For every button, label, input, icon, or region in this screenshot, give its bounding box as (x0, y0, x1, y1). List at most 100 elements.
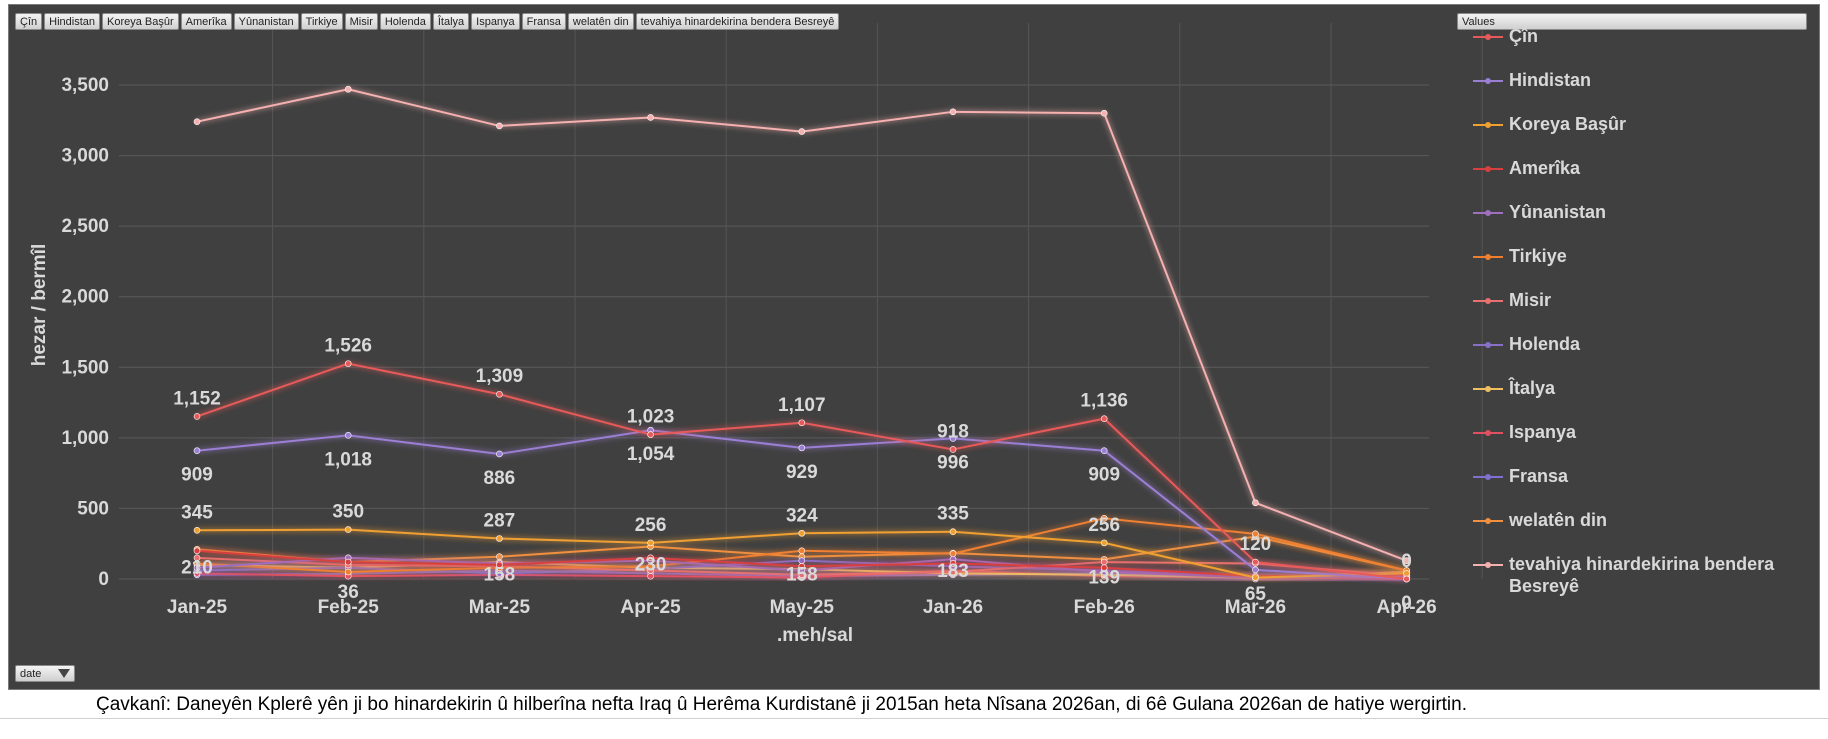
data-label: 230 (635, 555, 667, 576)
data-label: 0 (1401, 593, 1412, 614)
data-point (647, 554, 654, 562)
series-field-button[interactable]: tevahiya hinardekirina bendera Besreyê (635, 13, 840, 30)
values-field-button[interactable]: Values (1457, 13, 1807, 30)
legend-label: Tirkiye (1509, 246, 1567, 266)
y-axis-title: hezar / bermîl (29, 244, 50, 367)
data-point (798, 557, 806, 564)
data-label: 183 (937, 561, 969, 582)
data-label: 1,054 (627, 444, 675, 465)
legend-label: Ispanya (1509, 422, 1577, 442)
series-field-button[interactable]: Fransa (521, 13, 566, 30)
data-label: 36 (338, 582, 359, 603)
data-label: 210 (181, 557, 213, 578)
data-point (949, 560, 957, 567)
legend-label: Misir (1509, 290, 1552, 310)
y-tick-label: 2,000 (61, 287, 109, 308)
legend-item: Misir (1473, 290, 1813, 335)
legend-swatch (1473, 511, 1503, 531)
data-label: 1,018 (324, 449, 372, 470)
source-caption: Çavkanî: Daneyên Kplerê yên ji bo hinard… (96, 694, 1467, 715)
data-label: 256 (1088, 515, 1120, 536)
series-field-button[interactable]: Holenda (379, 13, 431, 30)
data-point (496, 450, 503, 458)
data-point (496, 535, 503, 542)
series-field-button[interactable]: Yûnanistan (233, 13, 299, 30)
series-line (196, 88, 1407, 562)
x-tick-label: Mar-25 (469, 597, 531, 618)
data-point (193, 447, 201, 455)
legend-swatch (1473, 159, 1503, 179)
x-tick-label: May-25 (770, 597, 835, 618)
data-point (647, 114, 654, 121)
data-point (949, 446, 957, 453)
data-point (1252, 499, 1259, 507)
data-label: 929 (786, 462, 818, 483)
legend-item: Fransa (1473, 466, 1813, 511)
legend-label: Hindistan (1509, 70, 1592, 90)
x-tick-label: Mar-26 (1225, 597, 1286, 618)
data-point (193, 564, 201, 572)
gridlines (119, 23, 1483, 580)
legend-swatch (1473, 203, 1503, 223)
series-field-button[interactable]: Tirkiye (300, 13, 343, 30)
data-label: 1,107 (778, 395, 826, 416)
legend-item: Holenda (1473, 334, 1813, 379)
legend-item: Çîn (1473, 26, 1813, 71)
data-label: 1,136 (1080, 391, 1128, 412)
data-point (798, 562, 806, 570)
series-field-button[interactable]: Amerîka (180, 13, 232, 30)
data-point (1252, 530, 1259, 538)
data-label: 139 (1088, 567, 1120, 588)
data-point (798, 128, 806, 135)
data-label: 324 (786, 505, 818, 526)
data-point (798, 547, 806, 555)
date-filter-button[interactable]: date (15, 665, 75, 682)
axes: 0 500 1,000 1,500 2,000 2,500 3,000 3,500 Jan-25… (29, 75, 1437, 646)
data-point (1100, 539, 1108, 547)
data-label: 350 (332, 502, 364, 523)
series-field-button[interactable]: Çîn (15, 13, 43, 30)
data-point (798, 529, 806, 537)
data-label: 0 (1401, 551, 1412, 572)
y-tick-label: 2,500 (61, 216, 109, 237)
legend-item: Amerîka (1473, 158, 1813, 203)
legend-item: Koreya Başûr (1473, 114, 1813, 159)
x-axis-title: .meh/sal (777, 625, 853, 646)
legend-label: Fransa (1509, 466, 1569, 486)
legend-swatch (1473, 27, 1503, 47)
data-point (798, 444, 806, 452)
data-point (1252, 574, 1259, 581)
data-point (1100, 447, 1108, 455)
series-field-button[interactable]: Misir (344, 13, 378, 30)
chart-area: 1,152 1,526 1,309 1,023 1,107 918 1,136 120 0 909… (8, 4, 1820, 690)
data-point (798, 419, 806, 427)
legend-label: Çîn (1509, 26, 1538, 46)
series-field-button[interactable]: Koreya Başûr (101, 13, 179, 30)
data-point (344, 85, 352, 93)
data-label: 909 (181, 465, 213, 486)
series-field-button[interactable]: welatên din (567, 13, 634, 30)
series-field-button[interactable]: Hindistan (44, 13, 100, 30)
legend-item: Hindistan (1473, 70, 1813, 115)
legend-label: Holenda (1509, 334, 1581, 354)
legend-swatch (1473, 71, 1503, 91)
data-point (344, 526, 352, 533)
data-point (1252, 566, 1259, 574)
data-point (1100, 415, 1108, 422)
series-field-button[interactable]: Îtalya (432, 13, 470, 30)
x-tick-label: Jan-26 (923, 597, 983, 618)
series-field-button[interactable]: Ispanya (471, 13, 520, 30)
data-point (496, 561, 503, 569)
legend-swatch (1473, 555, 1503, 575)
data-label: 1,309 (476, 366, 524, 387)
data-point (344, 432, 352, 439)
data-point (344, 568, 352, 576)
legend-label: welatên din (1509, 510, 1608, 530)
data-point (647, 431, 654, 438)
data-point (344, 558, 352, 566)
data-point (193, 547, 201, 555)
data-label: 918 (937, 421, 969, 442)
data-point (496, 122, 503, 130)
y-tick-label: 3,000 (61, 146, 109, 167)
filter-dropdown-icon (58, 669, 70, 678)
